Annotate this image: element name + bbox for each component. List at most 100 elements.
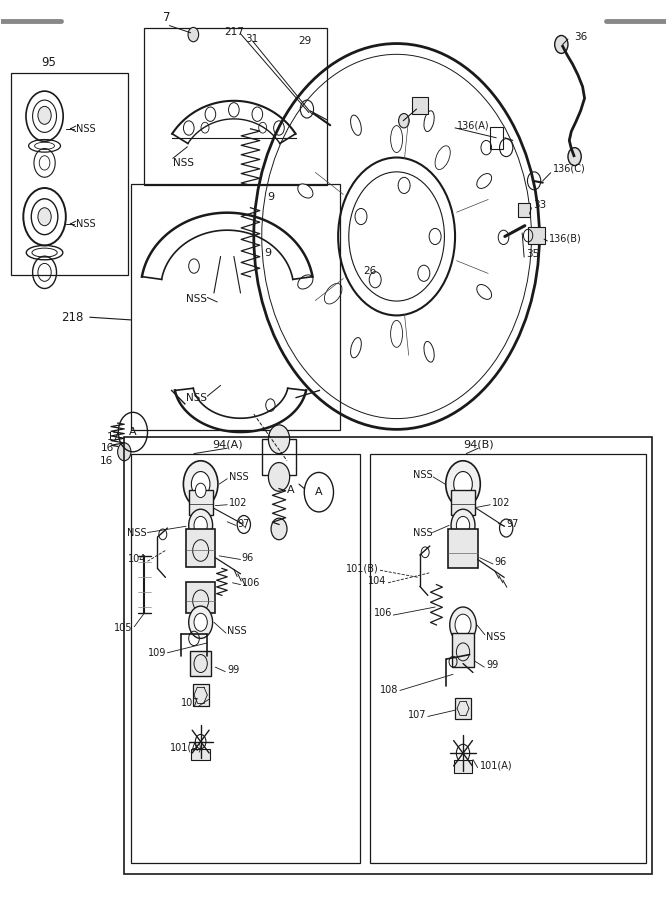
Text: 36: 36 bbox=[574, 32, 588, 42]
FancyBboxPatch shape bbox=[451, 491, 475, 516]
Text: 105: 105 bbox=[115, 623, 133, 633]
Text: NSS: NSS bbox=[227, 626, 247, 636]
Text: A: A bbox=[287, 485, 295, 495]
Text: 26: 26 bbox=[364, 266, 377, 275]
FancyBboxPatch shape bbox=[193, 684, 209, 706]
Circle shape bbox=[117, 443, 131, 461]
Circle shape bbox=[38, 106, 51, 124]
Circle shape bbox=[194, 517, 207, 535]
Text: NSS: NSS bbox=[76, 124, 95, 134]
Circle shape bbox=[183, 121, 194, 135]
Text: 107: 107 bbox=[181, 698, 200, 708]
Text: NSS: NSS bbox=[186, 294, 207, 304]
FancyBboxPatch shape bbox=[189, 491, 213, 516]
Text: A: A bbox=[315, 487, 323, 497]
Text: 29: 29 bbox=[298, 36, 311, 46]
Text: 96: 96 bbox=[242, 553, 254, 562]
Ellipse shape bbox=[351, 338, 362, 358]
Text: NSS: NSS bbox=[486, 632, 506, 642]
Text: 7: 7 bbox=[163, 11, 170, 24]
Text: 17: 17 bbox=[106, 431, 119, 442]
Text: 33: 33 bbox=[533, 200, 546, 210]
Circle shape bbox=[455, 614, 471, 635]
Circle shape bbox=[446, 461, 480, 508]
Text: NSS: NSS bbox=[414, 470, 433, 480]
Text: 104: 104 bbox=[128, 554, 146, 564]
Text: 108: 108 bbox=[380, 686, 399, 696]
Circle shape bbox=[568, 148, 581, 166]
Circle shape bbox=[188, 27, 199, 41]
Circle shape bbox=[189, 259, 199, 274]
Circle shape bbox=[195, 734, 206, 749]
Circle shape bbox=[456, 517, 470, 535]
Text: 218: 218 bbox=[61, 310, 83, 324]
Text: 97: 97 bbox=[237, 518, 249, 528]
Text: 96: 96 bbox=[494, 557, 506, 567]
Circle shape bbox=[201, 122, 209, 133]
Circle shape bbox=[189, 606, 213, 638]
Circle shape bbox=[195, 483, 206, 498]
Text: 136(A): 136(A) bbox=[457, 121, 490, 130]
Circle shape bbox=[555, 35, 568, 53]
FancyBboxPatch shape bbox=[190, 651, 211, 676]
Circle shape bbox=[38, 208, 51, 226]
Circle shape bbox=[205, 107, 215, 122]
Circle shape bbox=[450, 607, 476, 643]
FancyBboxPatch shape bbox=[454, 760, 472, 773]
FancyBboxPatch shape bbox=[191, 749, 210, 760]
Circle shape bbox=[194, 613, 207, 631]
Text: 136(B): 136(B) bbox=[550, 233, 582, 243]
Text: 106: 106 bbox=[242, 578, 260, 588]
Text: 9: 9 bbox=[263, 248, 271, 257]
Ellipse shape bbox=[477, 284, 492, 300]
Text: 94(B): 94(B) bbox=[463, 439, 494, 450]
Circle shape bbox=[398, 177, 410, 194]
Text: 101(A): 101(A) bbox=[480, 760, 512, 770]
Text: NSS: NSS bbox=[414, 527, 433, 537]
Circle shape bbox=[429, 229, 441, 245]
Circle shape bbox=[229, 103, 239, 117]
FancyBboxPatch shape bbox=[518, 203, 530, 217]
Circle shape bbox=[191, 472, 210, 497]
Text: 94(A): 94(A) bbox=[212, 439, 243, 450]
FancyBboxPatch shape bbox=[452, 633, 474, 667]
FancyBboxPatch shape bbox=[186, 529, 215, 567]
Circle shape bbox=[399, 113, 410, 128]
Text: NSS: NSS bbox=[76, 219, 95, 229]
Text: 31: 31 bbox=[245, 34, 258, 44]
Text: 16: 16 bbox=[101, 443, 114, 454]
Text: 102: 102 bbox=[492, 498, 510, 508]
Circle shape bbox=[265, 399, 275, 411]
Circle shape bbox=[273, 121, 284, 135]
Ellipse shape bbox=[351, 115, 362, 135]
Circle shape bbox=[189, 509, 213, 542]
Text: A: A bbox=[129, 428, 137, 437]
Ellipse shape bbox=[297, 274, 313, 289]
Ellipse shape bbox=[424, 341, 434, 362]
Text: 102: 102 bbox=[229, 498, 247, 508]
Text: 109: 109 bbox=[148, 648, 166, 658]
Circle shape bbox=[355, 209, 367, 225]
Text: 217: 217 bbox=[225, 27, 244, 37]
Circle shape bbox=[271, 518, 287, 540]
Circle shape bbox=[268, 425, 289, 454]
Text: NSS: NSS bbox=[127, 527, 146, 537]
Circle shape bbox=[451, 509, 475, 542]
Circle shape bbox=[259, 122, 267, 133]
Text: 104: 104 bbox=[368, 576, 387, 586]
Text: 101(A): 101(A) bbox=[170, 742, 203, 753]
FancyBboxPatch shape bbox=[448, 529, 478, 569]
Text: 95: 95 bbox=[41, 56, 56, 69]
Text: 106: 106 bbox=[374, 608, 392, 618]
Text: NSS: NSS bbox=[186, 393, 207, 403]
FancyBboxPatch shape bbox=[455, 698, 471, 719]
Circle shape bbox=[454, 472, 472, 497]
Circle shape bbox=[456, 744, 470, 762]
FancyBboxPatch shape bbox=[528, 228, 545, 244]
Text: 35: 35 bbox=[526, 249, 540, 259]
Circle shape bbox=[418, 266, 430, 282]
Text: 9: 9 bbox=[267, 192, 274, 202]
Circle shape bbox=[183, 461, 218, 508]
Text: 107: 107 bbox=[408, 710, 426, 720]
Ellipse shape bbox=[477, 174, 492, 188]
